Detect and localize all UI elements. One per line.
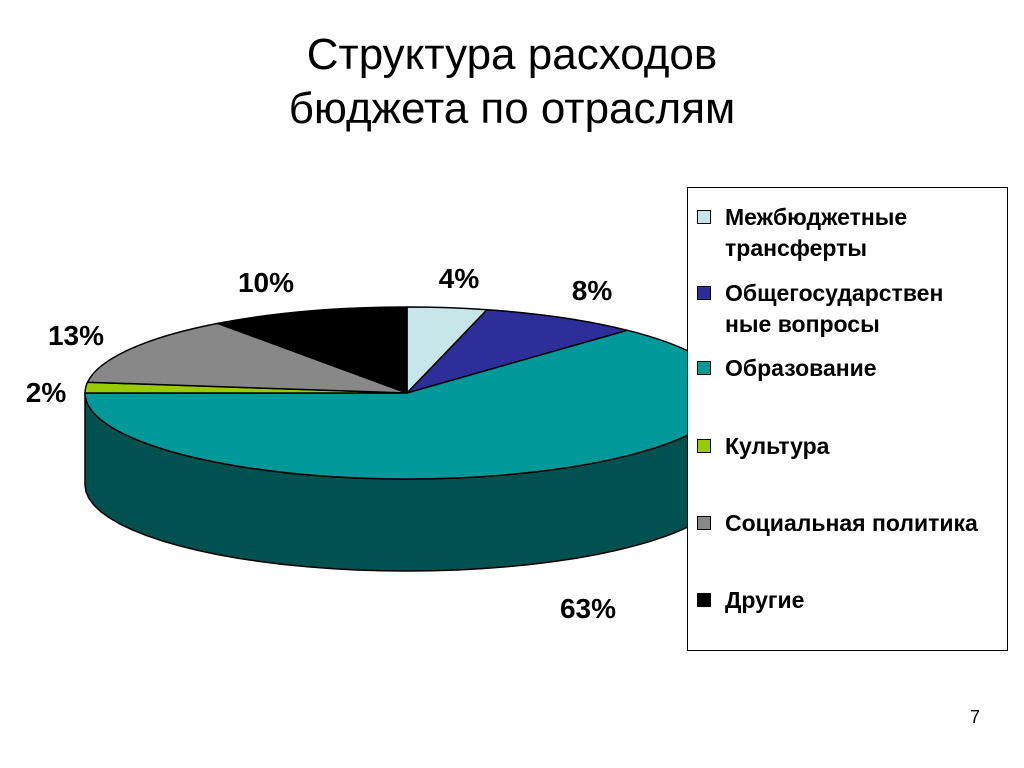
pie-labels: 4% 8% 63% 2% 13% 10% bbox=[26, 263, 616, 624]
pie-data-label-0: 4% bbox=[439, 263, 480, 294]
legend-label-education: Образование bbox=[725, 355, 877, 381]
slide-title: Структура расходов бюджета по отраслям bbox=[0, 28, 1024, 136]
legend-label-transfers: Межбюджетные трансферты bbox=[725, 204, 908, 261]
slide-title-line-1: Структура расходов bbox=[306, 30, 718, 79]
legend-label-general-affairs: Общегосударствен ные вопросы bbox=[725, 280, 944, 337]
pie-slice-1 bbox=[406, 308, 629, 394]
legend-swatch-general-affairs bbox=[697, 286, 711, 300]
pie-top bbox=[84, 306, 730, 480]
legend-swatch-culture bbox=[697, 439, 711, 453]
pie-data-label-4: 13% bbox=[48, 320, 104, 351]
legend-label-culture: Культура bbox=[725, 433, 830, 459]
pie-data-label-3: 2% bbox=[26, 377, 67, 408]
pie-data-label-1: 8% bbox=[572, 275, 613, 306]
legend-swatch-education bbox=[697, 361, 711, 375]
pie-slice-5 bbox=[216, 306, 408, 394]
legend-swatch-social-policy bbox=[697, 516, 711, 530]
legend-swatch-other bbox=[697, 593, 711, 607]
page-number: 7 bbox=[969, 707, 980, 727]
slide-title-line-2: бюджета по отраслям bbox=[288, 84, 736, 133]
legend-label-other: Другие bbox=[725, 587, 805, 613]
pie-slice-4 bbox=[86, 322, 408, 394]
legend-swatch-transfers bbox=[697, 210, 711, 224]
pie-data-label-2: 63% bbox=[560, 593, 616, 624]
legend-label-social-policy: Социальная политика bbox=[725, 510, 978, 536]
chart-legend: Межбюджетные трансферты Общегосударствен… bbox=[687, 187, 1008, 651]
pie-data-label-5: 10% bbox=[238, 267, 294, 298]
